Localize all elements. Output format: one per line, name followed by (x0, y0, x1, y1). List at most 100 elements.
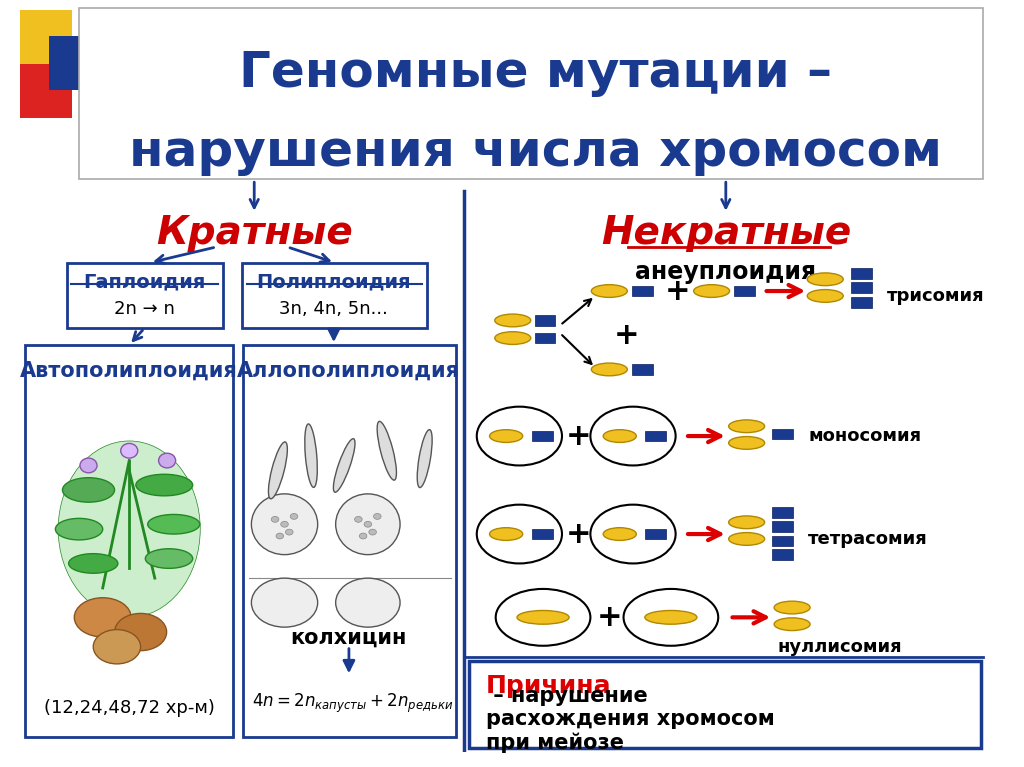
Ellipse shape (75, 597, 131, 637)
Ellipse shape (251, 494, 317, 555)
Text: Гаплоидия: Гаплоидия (83, 273, 206, 291)
Ellipse shape (417, 430, 432, 488)
Ellipse shape (729, 420, 765, 433)
FancyBboxPatch shape (772, 521, 793, 532)
FancyBboxPatch shape (632, 285, 653, 296)
Ellipse shape (645, 611, 697, 624)
Ellipse shape (495, 331, 530, 344)
FancyBboxPatch shape (851, 298, 871, 308)
Ellipse shape (807, 290, 843, 302)
Ellipse shape (477, 505, 562, 564)
Ellipse shape (774, 601, 810, 614)
Ellipse shape (354, 516, 362, 522)
Text: – нарушение
расхождения хромосом
при мейозе: – нарушение расхождения хромосом при мей… (486, 686, 775, 753)
Text: Геномные мутации –: Геномные мутации – (239, 50, 831, 97)
FancyBboxPatch shape (632, 364, 653, 375)
FancyBboxPatch shape (734, 285, 755, 296)
FancyBboxPatch shape (535, 315, 555, 326)
Text: колхицин: колхицин (291, 628, 408, 648)
Ellipse shape (591, 407, 676, 466)
FancyBboxPatch shape (17, 0, 84, 191)
Ellipse shape (359, 533, 367, 539)
Ellipse shape (591, 363, 628, 376)
Ellipse shape (495, 314, 530, 327)
FancyBboxPatch shape (20, 64, 73, 117)
Text: +: + (597, 603, 623, 632)
Ellipse shape (115, 614, 167, 650)
FancyBboxPatch shape (645, 430, 667, 442)
Ellipse shape (693, 285, 730, 298)
FancyBboxPatch shape (535, 333, 555, 344)
Ellipse shape (489, 430, 522, 443)
Text: Причина: Причина (486, 674, 612, 698)
Ellipse shape (624, 589, 718, 646)
FancyBboxPatch shape (645, 528, 667, 539)
Text: 2n → n: 2n → n (114, 300, 175, 318)
Text: (12,24,48,72 хр-м): (12,24,48,72 хр-м) (44, 700, 215, 717)
FancyBboxPatch shape (79, 8, 983, 179)
FancyBboxPatch shape (531, 528, 553, 539)
Ellipse shape (729, 532, 765, 545)
Ellipse shape (69, 554, 118, 573)
Ellipse shape (147, 515, 200, 534)
Ellipse shape (58, 441, 201, 617)
Ellipse shape (136, 474, 193, 495)
Ellipse shape (591, 285, 628, 298)
FancyBboxPatch shape (243, 345, 456, 737)
Ellipse shape (159, 453, 176, 468)
Ellipse shape (591, 505, 676, 564)
Ellipse shape (268, 442, 288, 499)
FancyBboxPatch shape (67, 262, 223, 328)
Ellipse shape (80, 458, 97, 472)
Text: трисомия: трисомия (887, 287, 984, 305)
FancyBboxPatch shape (772, 535, 793, 546)
Ellipse shape (477, 407, 562, 466)
Ellipse shape (517, 611, 569, 624)
FancyBboxPatch shape (772, 507, 793, 518)
Ellipse shape (377, 421, 396, 480)
Text: Автополиплоидия: Автополиплоидия (20, 360, 239, 380)
FancyBboxPatch shape (49, 36, 100, 91)
Ellipse shape (93, 630, 140, 664)
Text: нуллисомия: нуллисомия (778, 637, 902, 656)
Text: +: + (665, 277, 690, 305)
Text: +: + (565, 422, 591, 450)
Text: нарушения числа хромосом: нарушения числа хромосом (129, 128, 942, 176)
Ellipse shape (774, 618, 810, 630)
Ellipse shape (336, 494, 400, 555)
Text: Полиплоидия: Полиплоидия (256, 273, 411, 291)
Ellipse shape (62, 478, 115, 502)
Ellipse shape (276, 533, 284, 539)
Text: моносомия: моносомия (808, 427, 922, 445)
Text: 3n, 4n, 5n...: 3n, 4n, 5n... (280, 300, 388, 318)
Text: Некратные: Некратные (601, 214, 851, 252)
Ellipse shape (603, 430, 636, 443)
Ellipse shape (145, 548, 193, 568)
Ellipse shape (305, 424, 317, 487)
Text: Аллополиплоидия: Аллополиплоидия (238, 360, 461, 380)
Ellipse shape (334, 439, 355, 492)
Ellipse shape (55, 518, 102, 540)
FancyBboxPatch shape (772, 429, 793, 439)
Text: анеуплоидия: анеуплоидия (635, 261, 816, 285)
Ellipse shape (336, 578, 400, 627)
Ellipse shape (281, 522, 289, 527)
Ellipse shape (374, 513, 381, 519)
Text: Кратные: Кратные (156, 214, 352, 252)
Ellipse shape (729, 436, 765, 449)
FancyBboxPatch shape (242, 262, 427, 328)
Text: +: + (613, 321, 639, 350)
FancyBboxPatch shape (20, 10, 73, 64)
Ellipse shape (286, 529, 293, 535)
Ellipse shape (121, 443, 138, 458)
Ellipse shape (365, 522, 372, 527)
FancyBboxPatch shape (531, 430, 553, 442)
FancyBboxPatch shape (25, 345, 233, 737)
Ellipse shape (369, 529, 377, 535)
FancyBboxPatch shape (469, 661, 981, 748)
FancyBboxPatch shape (851, 268, 871, 278)
Ellipse shape (603, 528, 636, 541)
Text: +: + (565, 519, 591, 548)
Ellipse shape (251, 578, 317, 627)
Ellipse shape (807, 273, 843, 285)
